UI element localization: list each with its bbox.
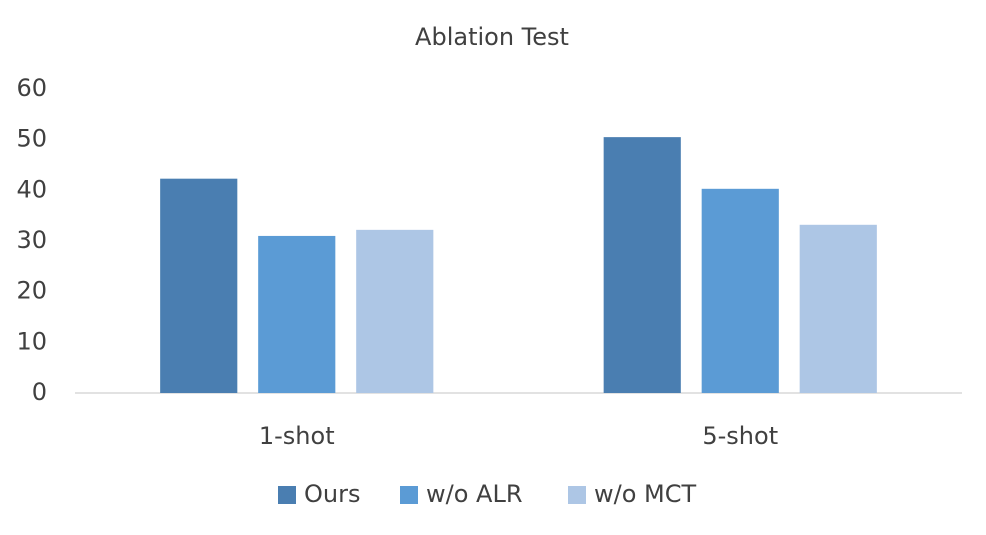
x-tick-label: 5-shot [702, 422, 778, 450]
bar [701, 188, 779, 393]
legend-label: w/o MCT [594, 480, 696, 508]
x-tick-label: 1-shot [259, 422, 335, 450]
legend-label: w/o ALR [426, 480, 523, 508]
y-tick-label: 30 [16, 226, 47, 254]
y-tick-label: 10 [16, 327, 47, 355]
bar [356, 229, 434, 393]
y-tick-label: 20 [16, 277, 47, 305]
legend-label: Ours [304, 480, 360, 508]
bar [160, 178, 238, 393]
chart-title: Ablation Test [415, 23, 569, 51]
bar [603, 137, 681, 393]
bar [799, 224, 877, 393]
y-tick-label: 0 [32, 378, 47, 406]
legend-swatch [400, 486, 418, 504]
legend-swatch [568, 486, 586, 504]
y-tick-label: 40 [16, 175, 47, 203]
y-tick-label: 50 [16, 125, 47, 153]
legend-swatch [278, 486, 296, 504]
y-tick-label: 60 [16, 74, 47, 102]
bar [258, 235, 336, 393]
